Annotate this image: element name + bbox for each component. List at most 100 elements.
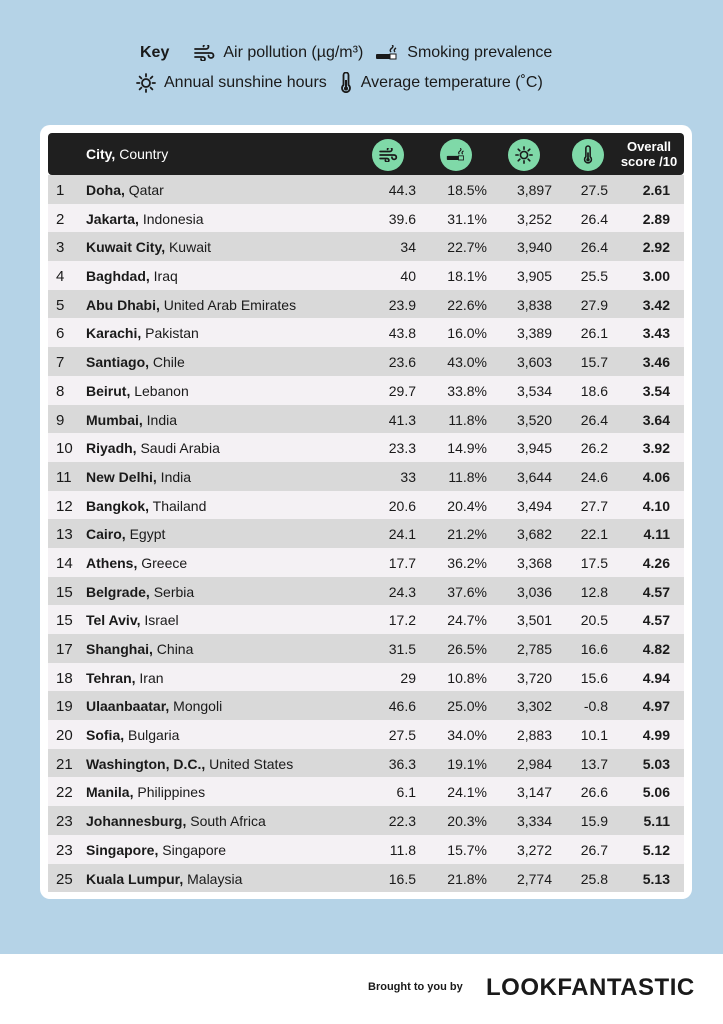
key-title: Key bbox=[140, 44, 170, 61]
sunshine-cell: 3,603 bbox=[516, 354, 552, 371]
overall-score-cell: 3.54 bbox=[642, 382, 670, 399]
table-row: 3 Kuwait City, Kuwait 34 22.7% 3,940 26.4 2.92 bbox=[48, 232, 684, 262]
smoking-cell: 14.9% bbox=[447, 440, 487, 457]
air-pollution-cell: 41.3 bbox=[388, 411, 416, 428]
city-country-cell: Johannesburg, South Africa bbox=[86, 813, 266, 829]
city-country-cell: Shanghai, China bbox=[86, 641, 193, 657]
table-row: 2 Jakarta, Indonesia 39.6 31.1% 3,252 26.4 2.8… bbox=[48, 203, 684, 233]
air-pollution-cell: 17.2 bbox=[388, 612, 416, 629]
country-name: Iran bbox=[135, 669, 164, 686]
city-name: Shanghai, bbox=[86, 641, 153, 657]
temperature-cell: 15.6 bbox=[580, 669, 608, 686]
sunshine-cell: 3,494 bbox=[516, 497, 552, 514]
rank-cell: 22 bbox=[56, 784, 73, 802]
overall-score-cell: 3.00 bbox=[642, 268, 670, 285]
header-overall-score: Overall score /10 bbox=[620, 139, 678, 169]
overall-score-cell: 3.46 bbox=[642, 354, 670, 371]
sunshine-cell: 2,883 bbox=[516, 727, 552, 744]
country-name: Kuwait bbox=[165, 239, 211, 256]
key-item-air-pollution: Air pollution (µg/m³) bbox=[193, 44, 363, 62]
city-name: Washington, D.C., bbox=[86, 755, 206, 772]
country-name: Qatar bbox=[124, 182, 164, 198]
footer: Brought to you by LOOKFANTASTIC bbox=[0, 954, 723, 1024]
smoking-cell: 20.3% bbox=[447, 813, 487, 830]
city-country-cell: Belgrade, Serbia bbox=[86, 584, 194, 600]
table-row: 1 Doha, Qatar 44.3 18.5% 3,897 27.5 2.61 bbox=[48, 175, 684, 204]
overall-score-cell: 3.43 bbox=[642, 325, 670, 342]
sunshine-cell: 3,897 bbox=[516, 182, 552, 198]
table-header: City, Country Overall score /10 bbox=[48, 133, 684, 175]
city-name: Kuwait City, bbox=[86, 239, 166, 256]
rank-cell: 9 bbox=[56, 411, 65, 429]
city-name: Karachi, bbox=[86, 325, 142, 342]
header-city-label: City, bbox=[86, 146, 116, 162]
smoking-cell: 33.8% bbox=[447, 382, 487, 399]
city-name: Mumbai, bbox=[86, 411, 143, 428]
smoking-cell: 24.7% bbox=[447, 612, 487, 629]
table-row: 15 Belgrade, Serbia 24.3 37.6% 3,036 12.8 4.57 bbox=[48, 576, 684, 606]
cigarette-icon bbox=[446, 148, 464, 161]
air-pollution-cell: 46.6 bbox=[388, 698, 416, 715]
air-pollution-cell: 22.3 bbox=[388, 813, 416, 830]
air-pollution-cell: 24.1 bbox=[388, 526, 416, 543]
city-country-cell: Cairo, Egypt bbox=[86, 526, 165, 542]
rank-cell: 23 bbox=[56, 813, 73, 831]
country-name: United States bbox=[205, 755, 294, 772]
overall-score-cell: 4.82 bbox=[642, 641, 670, 657]
smoking-cell: 21.2% bbox=[447, 526, 487, 543]
overall-score-cell: 4.94 bbox=[642, 669, 670, 686]
city-country-cell: Kuala Lumpur, Malaysia bbox=[86, 871, 242, 887]
header-air-pollution-badge bbox=[372, 139, 404, 171]
overall-score-cell: 5.06 bbox=[642, 784, 670, 801]
city-name: New Delhi, bbox=[86, 468, 157, 485]
table-row: 22 Manila, Philippines 6.1 24.1% 3,147 26.6 5.… bbox=[48, 777, 684, 807]
header-temperature-badge bbox=[572, 139, 604, 171]
smoking-cell: 19.1% bbox=[447, 755, 487, 772]
country-name: Philippines bbox=[133, 784, 206, 801]
country-name: Iraq bbox=[149, 268, 178, 285]
overall-score-cell: 5.13 bbox=[642, 870, 670, 887]
air-pollution-cell: 39.6 bbox=[388, 210, 416, 227]
city-name: Athens, bbox=[86, 554, 138, 571]
table-card: City, Country Overall score /10 1 Doha, Q… bbox=[40, 125, 692, 899]
country-name: Singapore bbox=[158, 841, 227, 858]
sun-icon bbox=[136, 73, 156, 93]
rank-cell: 18 bbox=[56, 669, 73, 687]
temperature-cell: 22.1 bbox=[580, 526, 608, 543]
overall-score-cell: 5.12 bbox=[642, 841, 670, 858]
air-pollution-cell: 44.3 bbox=[388, 182, 416, 198]
city-country-cell: Baghdad, Iraq bbox=[86, 268, 178, 284]
header-sunshine-badge bbox=[508, 139, 540, 171]
city-country-cell: Santiago, Chile bbox=[86, 354, 185, 370]
city-country-cell: Mumbai, India bbox=[86, 412, 177, 428]
temperature-cell: 25.5 bbox=[580, 268, 608, 285]
air-pollution-cell: 34 bbox=[400, 239, 416, 256]
overall-score-cell: 5.03 bbox=[642, 755, 670, 772]
temperature-cell: -0.8 bbox=[583, 698, 608, 715]
smoking-cell: 37.6% bbox=[447, 583, 487, 600]
table-row: 10 Riyadh, Saudi Arabia 23.3 14.9% 3,945 26.2… bbox=[48, 433, 684, 462]
table-row: 15 Tel Aviv, Israel 17.2 24.7% 3,501 20.5 4.57 bbox=[48, 605, 684, 634]
city-country-cell: Bangkok, Thailand bbox=[86, 498, 206, 514]
header-city-country: City, Country bbox=[86, 146, 168, 162]
smoking-cell: 18.1% bbox=[447, 268, 487, 285]
overall-score-cell: 2.89 bbox=[642, 210, 670, 227]
air-pollution-cell: 29.7 bbox=[388, 382, 416, 399]
city-name: Belgrade, bbox=[86, 583, 150, 600]
temperature-cell: 27.5 bbox=[580, 182, 608, 198]
city-name: Singapore, bbox=[86, 841, 159, 858]
city-name: Tel Aviv, bbox=[86, 612, 141, 629]
key-label-temperature: Average temperature (˚C) bbox=[360, 74, 543, 91]
smoking-cell: 10.8% bbox=[447, 669, 487, 686]
temperature-cell: 26.6 bbox=[580, 784, 608, 801]
country-name: Bulgaria bbox=[124, 727, 180, 744]
rank-cell: 15 bbox=[56, 612, 73, 630]
table-row: 17 Shanghai, China 31.5 26.5% 2,785 16.6 4.82 bbox=[48, 634, 684, 663]
air-pollution-cell: 31.5 bbox=[388, 641, 416, 657]
table-row: 9 Mumbai, India 41.3 11.8% 3,520 26.4 3.64 bbox=[48, 404, 684, 434]
table-row: 13 Cairo, Egypt 24.1 21.2% 3,682 22.1 4.11 bbox=[48, 519, 684, 548]
table-row: 8 Beirut, Lebanon 29.7 33.8% 3,534 18.6 3.54 bbox=[48, 375, 684, 405]
sunshine-cell: 3,368 bbox=[516, 554, 552, 571]
sunshine-cell: 3,644 bbox=[516, 468, 552, 485]
city-country-cell: Doha, Qatar bbox=[86, 182, 164, 198]
